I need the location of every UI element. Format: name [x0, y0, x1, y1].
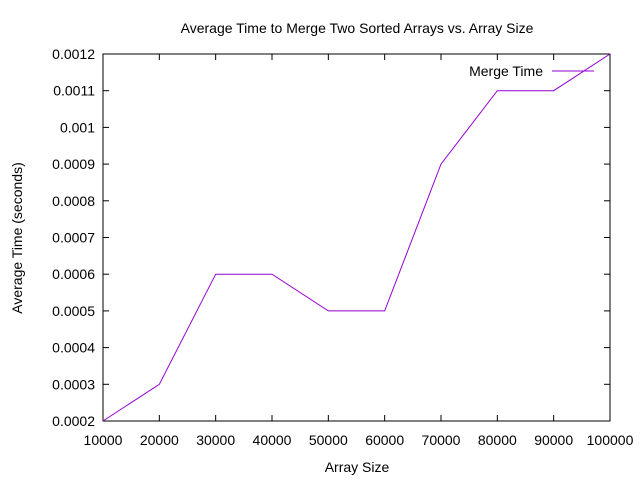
chart-title: Average Time to Merge Two Sorted Arrays … [181, 20, 534, 36]
x-tick-label: 90000 [534, 432, 573, 448]
x-tick-label: 80000 [478, 432, 517, 448]
x-tick-label: 20000 [140, 432, 179, 448]
x-axis-label: Array Size [325, 459, 390, 475]
y-axis-ticks: 0.0002 0.0003 0.0004 0.0005 0.0006 0.0007 0.00… [52, 46, 610, 429]
x-tick-label: 70000 [422, 432, 461, 448]
x-tick-label: 60000 [365, 432, 404, 448]
y-axis-label: Average Time (seconds) [9, 162, 25, 313]
y-tick-label: 0.0002 [52, 413, 95, 429]
y-tick-label: 0.0005 [52, 303, 95, 319]
x-axis-ticks: 10000 20000 30000 40000 50000 60000 70000 80000… [84, 54, 634, 448]
y-tick-label: 0.0009 [52, 156, 95, 172]
y-tick-label: 0.0011 [53, 83, 95, 99]
y-tick-label: 0.0004 [52, 340, 95, 356]
x-tick-label: 40000 [253, 432, 292, 448]
series-line-0 [102, 53, 611, 422]
y-tick-label: 0.0003 [52, 376, 95, 392]
plot-frame [102, 53, 611, 422]
x-tick-label: 30000 [196, 432, 235, 448]
y-tick-label: 0.001 [60, 119, 95, 135]
y-tick-label: 0.0006 [52, 266, 95, 282]
y-tick-label: 0.0012 [52, 46, 95, 62]
legend-label: Merge Time [469, 63, 543, 79]
series-layer [102, 53, 611, 422]
y-tick-label: 0.0007 [52, 230, 95, 246]
x-tick-label: 10000 [84, 432, 123, 448]
x-tick-label: 100000 [587, 432, 634, 448]
y-tick-label: 0.0008 [52, 193, 95, 209]
x-tick-label: 50000 [309, 432, 348, 448]
legend: Merge Time [469, 63, 594, 79]
